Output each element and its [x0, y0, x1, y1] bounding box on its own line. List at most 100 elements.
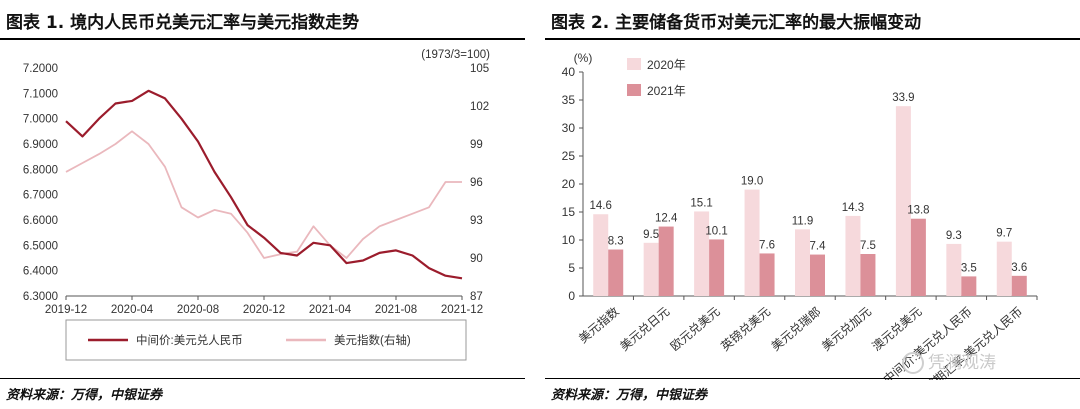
- y-tick-label: 10: [562, 233, 576, 247]
- right-chart-title: 图表 2. 主要储备货币对美元汇率的最大振幅变动: [551, 13, 922, 33]
- right-axis-note: (1973/3=100): [421, 49, 490, 61]
- wechat-icon: [902, 352, 924, 374]
- y-tick-label: 35: [562, 93, 576, 107]
- bar-data-label: 9.3: [946, 230, 962, 242]
- bar-data-label: 3.6: [1011, 262, 1027, 274]
- right-source-rule: [545, 378, 1080, 379]
- y-axis-unit: (%): [574, 51, 593, 65]
- bar-2021: [1011, 275, 1027, 296]
- y-tick-label: 30: [562, 121, 576, 135]
- bar-data-label: 8.3: [608, 236, 624, 248]
- y-tick-label: 0: [568, 289, 575, 303]
- category-label: 美元兑加元: [819, 304, 874, 353]
- bar-2020: [996, 241, 1012, 296]
- y-left-tick-label: 6.8000: [23, 164, 58, 176]
- bar-data-label: 3.5: [961, 262, 977, 274]
- legend-swatch: [627, 58, 641, 70]
- bar-data-label: 14.3: [842, 202, 864, 214]
- category-label: 英镑兑美元: [718, 304, 774, 354]
- y-right-tick-label: 90: [470, 253, 483, 265]
- y-left-tick-label: 6.6000: [23, 215, 58, 227]
- left-line-chart: 7.2000 7.1000 7.0000 6.9000 6.8000 6.7000 6.60…: [23, 49, 490, 361]
- bar-data-label: 12.4: [655, 213, 678, 225]
- category-label: 欧元兑美元: [668, 304, 723, 353]
- bar-2020: [845, 215, 861, 296]
- bar-2021: [608, 249, 624, 296]
- bar-2021: [961, 276, 977, 296]
- bar-data-label: 14.6: [590, 200, 612, 212]
- bar-2020: [946, 243, 962, 296]
- y-right-tick-label: 96: [470, 177, 483, 189]
- watermark-text: 凭澜观涛: [928, 353, 996, 373]
- bar-data-label: 10.1: [705, 225, 727, 237]
- x-tick-label: 2020-12: [243, 304, 285, 316]
- bar-data-label: 15.1: [690, 197, 712, 209]
- y-tick-label: 40: [562, 65, 576, 79]
- bar-2021: [759, 253, 775, 296]
- bar-2020: [593, 214, 609, 296]
- x-tick-label: 2020-04: [111, 304, 154, 316]
- bar-2021: [810, 254, 825, 296]
- y-right-tick-label: 102: [470, 101, 489, 113]
- bar-2021: [910, 218, 926, 296]
- legend-label: 中间价:美元兑人民币: [136, 333, 243, 347]
- left-source-note: 资料来源：万得，中银证券: [6, 388, 163, 403]
- bar-data-label: 19.0: [741, 176, 763, 188]
- bar-2020: [744, 189, 760, 296]
- left-chart-title: 图表 1. 境内人民币兑美元汇率与美元指数走势: [6, 13, 360, 33]
- y-left-tick-label: 6.7000: [23, 190, 58, 202]
- y-tick-label: 5: [568, 261, 575, 275]
- y-left-tick-label: 7.1000: [23, 88, 58, 100]
- right-chart-panel: 图表 2. 主要储备货币对美元汇率的最大振幅变动 40 35 30 25 20 15 10 5…: [545, 0, 1080, 409]
- x-tick-label: 2020-08: [177, 304, 219, 316]
- bar-data-label: 11.9: [792, 215, 814, 227]
- y-right-tick-label: 99: [470, 139, 483, 151]
- bar-data-label: 7.6: [759, 239, 775, 251]
- y-right-tick-label: 93: [470, 215, 483, 227]
- bar-2020: [643, 242, 659, 296]
- y-left-tick-label: 6.9000: [23, 139, 58, 151]
- bar-data-label: 9.5: [643, 229, 659, 241]
- right-title-rule: [545, 38, 1080, 40]
- x-tick-label: 2021-12: [441, 304, 483, 316]
- y-left-tick-label: 7.0000: [23, 114, 58, 126]
- series-line-dollar-index: [65, 130, 462, 259]
- bar-2020: [795, 229, 810, 296]
- right-bar-chart: 40 35 30 25 20 15 10 5 0 (%) 14.6 8.3 美元指数 9.5 12.4 美元兑…: [562, 51, 1038, 380]
- y-left-tick-label: 6.5000: [23, 240, 58, 252]
- bar-data-label: 33.9: [892, 92, 914, 104]
- legend-box: [65, 319, 467, 361]
- y-tick-label: 15: [562, 205, 576, 219]
- left-source-rule: [0, 378, 525, 379]
- bar-2021: [709, 239, 725, 296]
- y-right-tick-label: 87: [470, 291, 483, 303]
- right-source-note: 资料来源：万得，中银证券: [551, 388, 708, 403]
- legend-label: 美元指数(右轴): [334, 333, 411, 347]
- category-label: 美元指数: [575, 304, 621, 346]
- legend-label: 2021年: [647, 84, 686, 98]
- bar-2020: [694, 211, 710, 296]
- bar-2021: [860, 254, 876, 296]
- y-left-tick-label: 6.3000: [23, 291, 58, 303]
- x-tick-label: 2021-04: [309, 304, 352, 316]
- watermark: 凭澜观涛: [902, 348, 996, 374]
- bar-2020: [895, 106, 911, 296]
- bar-data-label: 7.4: [810, 241, 827, 253]
- legend-swatch: [627, 84, 641, 96]
- category-label: 美元兑日元: [617, 304, 672, 353]
- y-tick-label: 20: [562, 177, 576, 191]
- x-tick-label: 2021-08: [375, 304, 417, 316]
- y-left-tick-label: 7.2000: [23, 63, 58, 75]
- bar-data-label: 13.8: [907, 205, 929, 217]
- category-label: 美元兑瑞郎: [769, 304, 824, 353]
- left-chart-panel: 图表 1. 境内人民币兑美元汇率与美元指数走势 7.2000 7.1000 7.00…: [0, 0, 525, 409]
- y-left-tick-label: 6.4000: [23, 266, 58, 278]
- series-line-cny-midpoint: [65, 89, 463, 280]
- y-right-tick-label: 105: [470, 63, 489, 75]
- left-title-rule: [0, 38, 525, 40]
- bar-data-label: 7.5: [860, 240, 876, 252]
- x-tick-label: 2019-12: [45, 304, 87, 316]
- bar-data-label: 9.7: [996, 228, 1012, 240]
- y-tick-label: 25: [562, 149, 576, 163]
- bar-2021: [658, 226, 674, 296]
